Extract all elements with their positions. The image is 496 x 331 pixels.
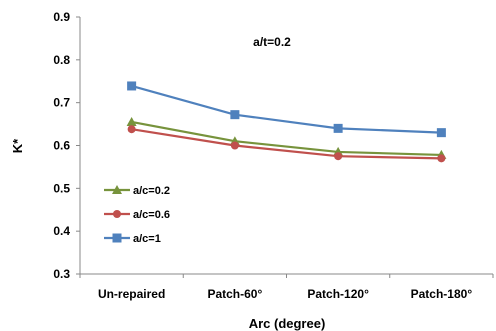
x-axis-title: Arc (degree) xyxy=(249,316,326,331)
y-tick-label: 0.6 xyxy=(53,139,70,153)
series-square xyxy=(127,81,446,138)
y-tick-label: 0.3 xyxy=(53,267,70,281)
data-point xyxy=(127,81,137,91)
y-tick-label: 0.7 xyxy=(53,96,70,110)
x-tick-label: Patch-120° xyxy=(307,287,369,301)
legend-item: a/c=0.2 xyxy=(104,185,170,197)
chart-annotation: a/t=0.2 xyxy=(253,35,291,49)
legend-marker xyxy=(112,233,122,243)
data-point xyxy=(334,152,343,161)
legend-label: a/c=0.2 xyxy=(133,185,170,197)
y-tick-label: 0.9 xyxy=(53,10,70,24)
legend-item: a/c=0.6 xyxy=(104,209,170,221)
y-tick-label: 0.4 xyxy=(53,224,70,238)
data-point xyxy=(437,154,446,163)
data-point xyxy=(127,125,136,134)
y-tick-label: 0.8 xyxy=(53,53,70,67)
axes xyxy=(76,16,494,278)
series-circle xyxy=(127,125,446,163)
data-point xyxy=(230,141,239,150)
legend: a/c=0.2 a/c=0.6 a/c=1 xyxy=(104,185,170,245)
legend-marker xyxy=(112,185,122,194)
series-line xyxy=(131,128,442,160)
series-line xyxy=(131,84,442,134)
x-tick-labels: Un-repaired Patch-60° Patch-120° Patch-180° xyxy=(98,287,472,301)
y-tick-label: 0.5 xyxy=(53,181,70,195)
x-tick-label: Patch-180° xyxy=(411,287,473,301)
data-point xyxy=(333,123,343,133)
x-tick-label: Un-repaired xyxy=(98,287,165,301)
x-tick-label: Patch-60° xyxy=(207,287,262,301)
data-point xyxy=(126,116,137,126)
legend-item: a/c=1 xyxy=(104,233,161,245)
legend-marker xyxy=(113,210,121,218)
legend-label: a/c=1 xyxy=(133,233,161,245)
series-group xyxy=(126,81,447,163)
data-point xyxy=(436,128,446,138)
legend-label: a/c=0.6 xyxy=(133,209,170,221)
series-triangle xyxy=(126,116,447,159)
series-line xyxy=(131,120,442,157)
y-tick-labels: 0.3 0.4 0.5 0.6 0.7 0.8 0.9 xyxy=(53,10,70,281)
y-axis-title: K* xyxy=(10,138,25,153)
data-point xyxy=(230,110,240,120)
